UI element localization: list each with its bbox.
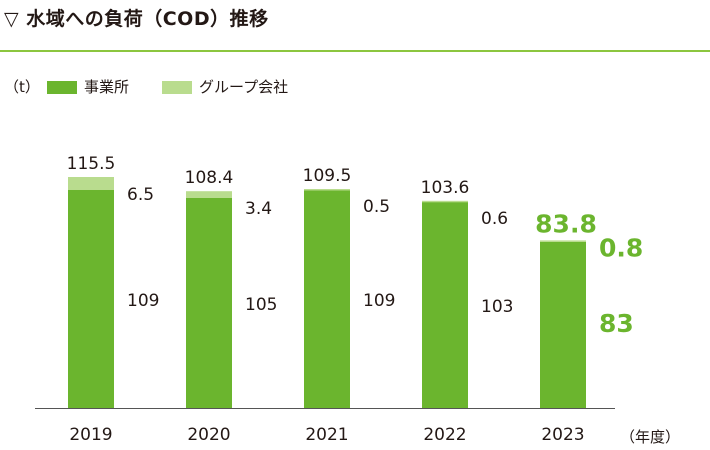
- x-unit-label: （年度）: [620, 428, 681, 446]
- data-label-group-2022: 0.6: [481, 209, 508, 229]
- total-label-2023: 83.8: [535, 209, 597, 238]
- bar-group-2022: [422, 200, 468, 203]
- legend-label-group: グループ会社: [199, 78, 289, 96]
- legend-label-company: 事業所: [84, 78, 130, 96]
- data-label-company-2023: 83: [599, 309, 634, 338]
- data-label-group-2019: 6.5: [127, 185, 154, 205]
- bar-company-2019: [68, 190, 114, 408]
- bar-group-2023: [540, 240, 586, 242]
- bar-company-2021: [304, 190, 350, 408]
- data-label-company-2019: 109: [127, 291, 159, 311]
- bar-company-2023: [540, 242, 586, 408]
- y-unit-label: （t）: [4, 78, 40, 96]
- bar-group-2020: [186, 191, 232, 198]
- data-label-group-2021: 0.5: [363, 197, 390, 217]
- x-tick-label-2023: 2023: [541, 425, 584, 445]
- bar-company-2020: [186, 198, 232, 408]
- total-label-2021: 109.5: [303, 166, 352, 186]
- x-tick-label-2019: 2019: [69, 425, 112, 445]
- x-tick-label-2020: 2020: [187, 425, 230, 445]
- legend-swatch-company: [47, 81, 77, 94]
- x-tick-label-2021: 2021: [305, 425, 348, 445]
- total-label-2020: 108.4: [185, 168, 234, 188]
- data-label-group-2020: 3.4: [245, 199, 272, 219]
- data-label-group-2023: 0.8: [599, 233, 643, 262]
- legend-swatch-group: [162, 81, 192, 94]
- chart-title: ▽ 水域への負荷（COD）推移: [4, 8, 269, 30]
- bar-company-2022: [422, 202, 468, 408]
- x-tick-label-2022: 2022: [423, 425, 466, 445]
- total-label-2019: 115.5: [67, 154, 116, 174]
- total-label-2022: 103.6: [421, 178, 470, 198]
- title-divider: [0, 50, 710, 52]
- data-label-company-2022: 103: [481, 297, 513, 317]
- bar-group-2019: [68, 177, 114, 190]
- data-label-company-2020: 105: [245, 295, 277, 315]
- data-label-company-2021: 109: [363, 291, 395, 311]
- bar-group-2021: [304, 189, 350, 191]
